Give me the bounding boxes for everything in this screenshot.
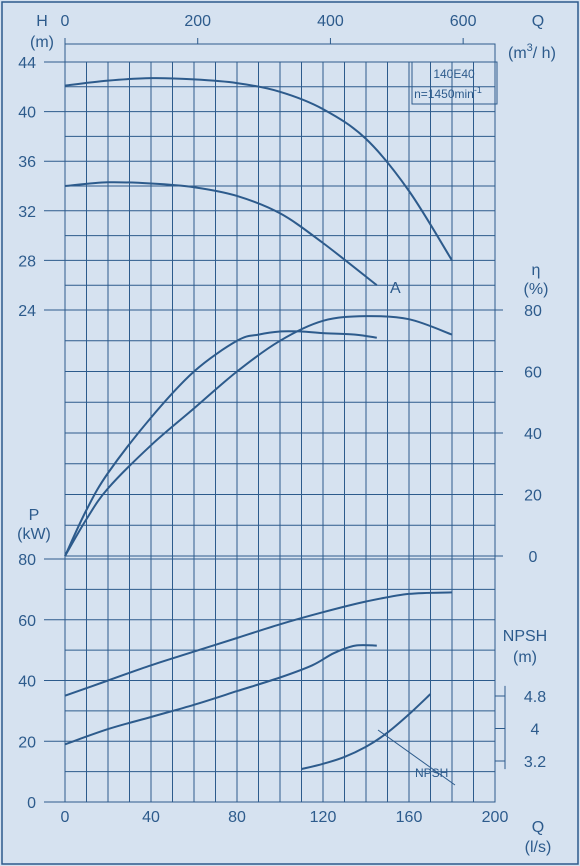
grid	[64, 43, 496, 803]
p-tick-label: 0	[27, 795, 36, 812]
q-bottom-tick-label: 40	[142, 809, 160, 826]
npsh-tick-label: 4.8	[524, 689, 546, 706]
h-tick-label: 24	[18, 303, 36, 320]
eta-axis-unit: (%)	[524, 281, 549, 298]
q-top-axis-unit: (m3/ h)	[508, 42, 556, 62]
eta-tick-label: 0	[529, 549, 538, 566]
q-bottom-tick-label: 0	[61, 809, 70, 826]
curves	[64, 77, 453, 771]
eta-tick-label: 60	[524, 365, 542, 382]
npsh-curve-label: NPSH	[415, 766, 448, 780]
h-tick-label: 44	[18, 55, 36, 72]
q-top-tick-label: 200	[184, 13, 211, 30]
h-axis-label: H	[36, 13, 48, 30]
q-bottom-axis-label: Q	[532, 819, 544, 836]
npsh-leader-line	[377, 729, 456, 786]
series-npsh-6	[301, 693, 432, 771]
npsh-axis-label: NPSH	[503, 628, 547, 645]
p-tick-label: 60	[18, 613, 36, 630]
series-p-5	[64, 644, 377, 746]
npsh-axis-unit: (m)	[513, 649, 537, 666]
npsh-tick-label: 4	[531, 722, 540, 739]
q-top-axis-label: Q	[532, 13, 544, 30]
series-p-4	[64, 591, 453, 697]
h-tick-label: 28	[18, 253, 36, 270]
q-top-tick-label: 600	[450, 13, 477, 30]
eta-tick-label: 80	[524, 303, 542, 320]
p-tick-label: 80	[18, 552, 36, 569]
series-eta-3	[64, 315, 453, 557]
p-axis-label: P	[29, 507, 40, 524]
model-box	[411, 61, 498, 105]
q-bottom-tick-label: 200	[482, 809, 509, 826]
curve-a-label: A	[390, 280, 401, 297]
series-h-1	[64, 181, 378, 286]
p-axis-unit: (kW)	[17, 526, 51, 543]
q-bottom-tick-label: 160	[396, 809, 423, 826]
series-eta-2	[64, 330, 377, 557]
q-top-tick-label: 400	[317, 13, 344, 30]
q-bottom-tick-label: 120	[310, 809, 337, 826]
eta-axis-label: η	[532, 262, 541, 279]
q-top-tick-label: 0	[61, 13, 70, 30]
eta-tick-label: 40	[524, 426, 542, 443]
h-axis-unit: (m)	[30, 34, 54, 51]
h-tick-label: 36	[18, 154, 36, 171]
q-bottom-axis-unit: (l/s)	[525, 839, 552, 856]
q-bottom-tick-label: 80	[228, 809, 246, 826]
eta-tick-label: 20	[524, 488, 542, 505]
h-tick-label: 32	[18, 204, 36, 221]
h-tick-label: 40	[18, 105, 36, 122]
model-label: 140E40	[433, 67, 475, 81]
p-tick-label: 20	[18, 734, 36, 751]
p-tick-label: 40	[18, 674, 36, 691]
series-h-0	[64, 77, 453, 261]
speed-label: n=1450min-1	[414, 85, 482, 101]
tick-labels: 0 200 400 600242832364044020406080020406080…	[18, 13, 546, 826]
npsh-tick-label: 3.2	[524, 754, 546, 771]
